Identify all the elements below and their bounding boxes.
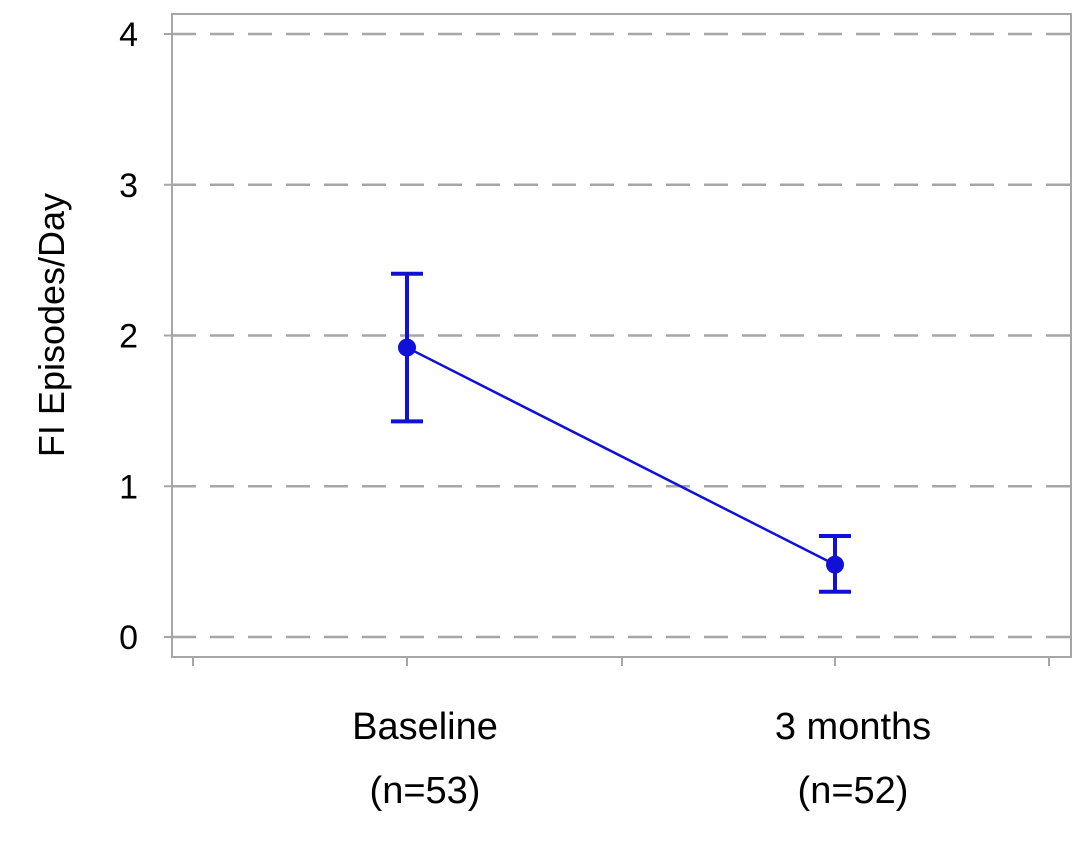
y-tick-labels: 0 1 2 3 4 <box>119 16 138 657</box>
x-category-labels: Baseline (n=53) 3 months (n=52) <box>352 706 931 812</box>
x-axis-ticks <box>192 657 1050 666</box>
data-point <box>398 338 416 357</box>
series-line <box>406 346 836 566</box>
x-category-sublabel: (n=52) <box>798 770 909 812</box>
x-category-label: Baseline <box>352 706 498 748</box>
y-axis-title: FI Episodes/Day <box>31 193 72 457</box>
x-category-label: 3 months <box>775 706 931 748</box>
data-series <box>391 271 851 594</box>
y-tick-label-3: 3 <box>119 167 138 205</box>
y-tick-label-1: 1 <box>119 468 138 506</box>
y-tick-label-2: 2 <box>119 318 138 356</box>
y-tick-label-0: 0 <box>119 619 138 657</box>
grid-lines <box>164 32 1071 639</box>
x-category-sublabel: (n=53) <box>370 770 481 812</box>
data-point <box>826 555 844 574</box>
y-tick-label-4: 4 <box>119 16 138 54</box>
